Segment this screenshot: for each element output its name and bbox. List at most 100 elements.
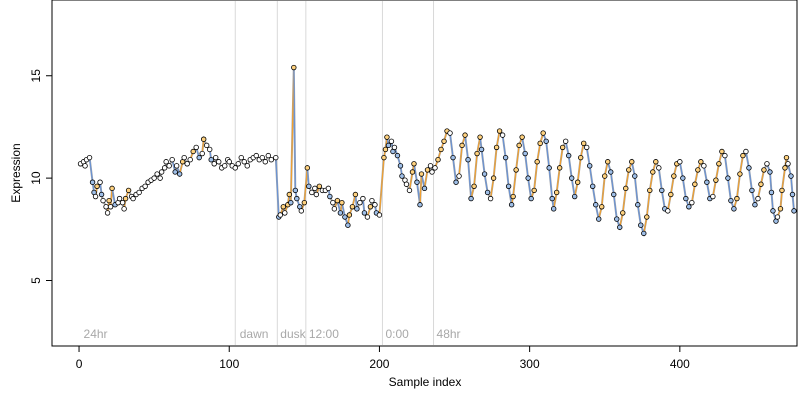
data-point-242 bbox=[728, 197, 734, 204]
data-point-191 bbox=[575, 179, 581, 185]
segment-153 bbox=[464, 135, 469, 160]
segment-203 bbox=[610, 171, 615, 195]
phase-labels: 24hr dawn dusk 12:00 0:00 48hr bbox=[84, 327, 461, 341]
data-point-185 bbox=[556, 165, 563, 171]
data-point-167 bbox=[505, 183, 512, 190]
data-point-175 bbox=[528, 195, 534, 202]
data-point-159 bbox=[481, 171, 488, 177]
data-point-182 bbox=[549, 195, 555, 202]
segment-135 bbox=[413, 163, 418, 183]
data-point-37 bbox=[163, 159, 169, 165]
data-point-174 bbox=[525, 175, 531, 181]
data-point-203 bbox=[611, 191, 617, 198]
data-point-259 bbox=[774, 214, 781, 220]
data-point-100 bbox=[330, 199, 336, 206]
data-point-131 bbox=[403, 181, 410, 187]
phase-label-3: 12:00 bbox=[309, 327, 339, 341]
data-point-46 bbox=[187, 156, 193, 163]
segment-257 bbox=[770, 192, 774, 211]
data-point-210 bbox=[632, 173, 638, 179]
data-point-72 bbox=[259, 154, 265, 161]
data-point-16 bbox=[109, 185, 115, 192]
data-point-22 bbox=[122, 195, 129, 202]
data-point-237 bbox=[713, 177, 719, 183]
data-point-154 bbox=[468, 195, 474, 202]
data-point-252 bbox=[758, 181, 764, 187]
segment-151 bbox=[458, 145, 463, 177]
segment-204 bbox=[613, 194, 618, 220]
data-point-179 bbox=[540, 130, 546, 136]
segment-223 bbox=[670, 175, 675, 195]
data-point-257 bbox=[770, 208, 776, 214]
data-point-196 bbox=[590, 183, 596, 190]
data-point-198 bbox=[596, 216, 602, 222]
data-point-49 bbox=[196, 154, 202, 161]
data-point-94 bbox=[313, 191, 320, 198]
data-point-207 bbox=[623, 185, 629, 192]
data-point-251 bbox=[755, 195, 761, 202]
data-point-168 bbox=[508, 202, 515, 208]
segment-162 bbox=[489, 178, 495, 199]
data-point-21 bbox=[121, 206, 127, 212]
data-point-139 bbox=[424, 167, 431, 173]
data-point-255 bbox=[767, 169, 773, 175]
segment-164 bbox=[496, 130, 501, 148]
data-point-85 bbox=[292, 187, 299, 194]
segment-214 bbox=[643, 216, 648, 234]
y-tick-label-1: 10 bbox=[29, 171, 43, 185]
data-point-88 bbox=[298, 208, 305, 214]
data-point-98 bbox=[325, 185, 332, 192]
data-point-216 bbox=[650, 169, 656, 175]
data-point-232 bbox=[698, 159, 704, 165]
data-point-143 bbox=[435, 156, 441, 163]
data-point-246 bbox=[740, 152, 746, 159]
segment-192 bbox=[577, 157, 582, 183]
segment-220 bbox=[661, 190, 666, 209]
data-point-262 bbox=[782, 165, 788, 171]
data-point-47 bbox=[190, 148, 196, 155]
phase-label-5: 48hr bbox=[437, 327, 461, 341]
data-point-38 bbox=[166, 163, 172, 169]
data-point-234 bbox=[704, 179, 710, 185]
data-point-44 bbox=[181, 154, 187, 161]
data-point-209 bbox=[629, 159, 635, 165]
data-point-76 bbox=[273, 154, 279, 161]
segment-195 bbox=[586, 147, 591, 166]
data-point-101 bbox=[331, 206, 338, 212]
data-point-181 bbox=[546, 165, 552, 171]
x-tick-label-1: 100 bbox=[219, 357, 239, 371]
data-point-211 bbox=[635, 202, 641, 208]
y-axis: 5 10 15 bbox=[29, 69, 53, 284]
data-point-165 bbox=[499, 132, 506, 138]
data-point-239 bbox=[719, 148, 725, 155]
data-point-65 bbox=[238, 154, 244, 161]
segment-219 bbox=[658, 167, 663, 191]
segment-222 bbox=[667, 194, 672, 211]
data-point-89 bbox=[301, 199, 308, 206]
data-point-91 bbox=[306, 183, 312, 190]
data-point-41 bbox=[173, 163, 180, 169]
segment-5 bbox=[88, 157, 94, 183]
segment-246 bbox=[739, 155, 744, 175]
data-point-5 bbox=[89, 179, 96, 185]
data-point-189 bbox=[568, 175, 575, 181]
segment-200 bbox=[601, 176, 606, 207]
data-point-120 bbox=[381, 154, 387, 161]
data-point-164 bbox=[496, 128, 503, 134]
segment-177 bbox=[533, 161, 538, 191]
data-point-150 bbox=[456, 173, 462, 179]
data-point-201 bbox=[605, 159, 611, 165]
data-point-213 bbox=[641, 230, 647, 237]
segment-211 bbox=[634, 176, 639, 205]
data-point-229 bbox=[689, 199, 695, 206]
data-point-109 bbox=[352, 191, 359, 198]
data-point-115 bbox=[367, 204, 374, 210]
data-point-244 bbox=[734, 195, 740, 202]
data-point-107 bbox=[346, 212, 353, 218]
data-point-124 bbox=[388, 138, 395, 144]
segment-149 bbox=[452, 157, 457, 183]
data-point-99 bbox=[327, 193, 333, 200]
data-point-73 bbox=[262, 159, 268, 165]
data-point-42 bbox=[176, 171, 183, 177]
